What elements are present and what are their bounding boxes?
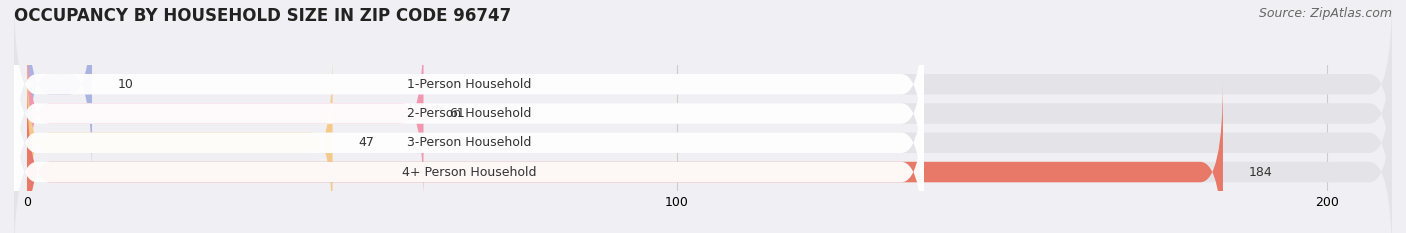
Text: Source: ZipAtlas.com: Source: ZipAtlas.com (1258, 7, 1392, 20)
FancyBboxPatch shape (14, 80, 1392, 233)
Text: 61: 61 (450, 107, 465, 120)
FancyBboxPatch shape (14, 0, 924, 176)
FancyBboxPatch shape (27, 0, 91, 176)
Text: 10: 10 (118, 78, 134, 91)
Text: OCCUPANCY BY HOUSEHOLD SIZE IN ZIP CODE 96747: OCCUPANCY BY HOUSEHOLD SIZE IN ZIP CODE … (14, 7, 512, 25)
FancyBboxPatch shape (14, 21, 1392, 206)
Text: 184: 184 (1249, 165, 1272, 178)
Text: 3-Person Household: 3-Person Household (406, 136, 531, 149)
FancyBboxPatch shape (14, 80, 924, 233)
Text: 2-Person Household: 2-Person Household (406, 107, 531, 120)
FancyBboxPatch shape (14, 0, 1392, 176)
Text: 1-Person Household: 1-Person Household (406, 78, 531, 91)
Text: 47: 47 (359, 136, 374, 149)
FancyBboxPatch shape (27, 80, 1223, 233)
FancyBboxPatch shape (27, 21, 423, 206)
FancyBboxPatch shape (27, 51, 333, 233)
FancyBboxPatch shape (14, 51, 1392, 233)
Text: 4+ Person Household: 4+ Person Household (402, 165, 536, 178)
FancyBboxPatch shape (14, 21, 924, 206)
FancyBboxPatch shape (14, 51, 924, 233)
